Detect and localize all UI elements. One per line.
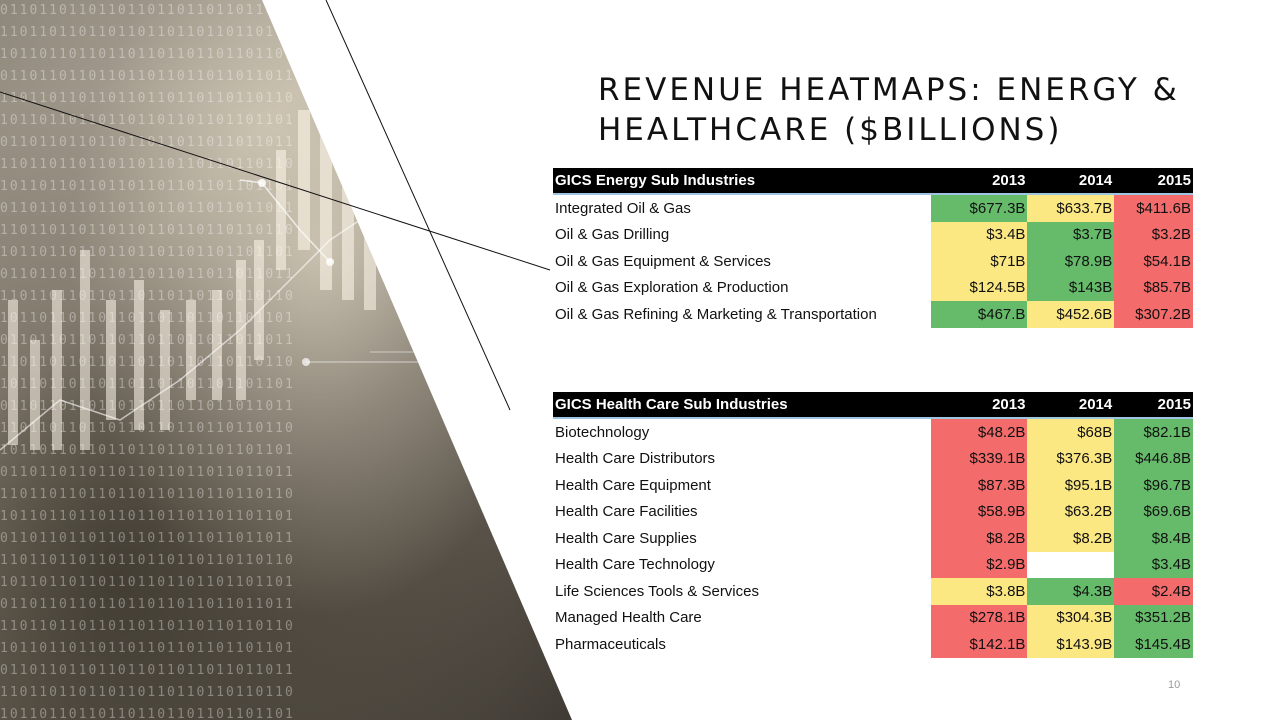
cell-value: $96.7B [1114,472,1193,499]
column-header-name: GICS Energy Sub Industries [553,168,931,195]
cell-value: $467.B [930,301,1028,328]
cell-value: $4.3B [1027,578,1115,605]
energy-heatmap-table: GICS Energy Sub Industries 2013 2014 201… [553,168,1193,328]
cell-value: $2.9B [930,551,1028,578]
cell-value: $48.2B [930,418,1028,446]
table-row: Health Care Equipment $87.3B $95.1B $96.… [553,472,1193,499]
cell-value: $376.3B [1027,445,1115,472]
cell-value: $95.1B [1027,472,1115,499]
table-header-row: GICS Health Care Sub Industries 2013 201… [553,392,1193,419]
table-row: Oil & Gas Equipment & Services $71B $78.… [553,248,1193,275]
table-row: Health Care Facilities $58.9B $63.2B $69… [553,498,1193,525]
healthcare-heatmap-table: GICS Health Care Sub Industries 2013 201… [553,392,1193,658]
cell-value: $8.2B [930,525,1028,552]
table-row: Life Sciences Tools & Services $3.8B $4.… [553,578,1193,605]
cell-value: $3.7B [1027,221,1115,248]
row-label: Health Care Supplies [555,529,697,547]
cell-value: $307.2B [1114,301,1193,328]
row-label: Biotechnology [555,423,650,441]
cell-value: $143.9B [1027,631,1115,658]
cell-value: $71B [930,248,1028,275]
table-row: Pharmaceuticals $142.1B $143.9B $145.4B [553,631,1193,658]
row-label: Health Care Equipment [555,476,711,494]
cell-value: $68B [1027,418,1115,446]
cell-value: $58.9B [930,498,1028,525]
cell-value: $145.4B [1114,631,1193,658]
cell-value: $351.2B [1114,604,1193,631]
slide-title: REVENUE HEATMAPS: ENERGY & HEALTHCARE ($… [598,72,1180,148]
cell-value: $8.2B [1027,525,1115,552]
cell-value: $304.3B [1027,604,1115,631]
table-row: Health Care Supplies $8.2B $8.2B $8.4B [553,525,1193,552]
cell-value: $78.9B [1027,248,1115,275]
column-header-2015: 2015 [1114,168,1193,195]
table-row: Oil & Gas Drilling $3.4B $3.7B $3.2B [553,221,1193,248]
cell-value: $452.6B [1027,301,1115,328]
table-row: Health Care Distributors $339.1B $376.3B… [553,445,1193,472]
table-row: Health Care Technology $2.9B $3.4B [553,551,1193,578]
cell-value: $124.5B [930,274,1028,301]
cell-value: $87.3B [930,472,1028,499]
cell-value: $85.7B [1114,274,1193,301]
table-row: Oil & Gas Exploration & Production $124.… [553,274,1193,301]
cell-value: $3.2B [1114,221,1193,248]
row-label: Managed Health Care [555,609,702,627]
row-label: Integrated Oil & Gas [555,199,691,217]
cell-value: $143B [1027,274,1115,301]
candlestick-decoration [0,110,460,451]
row-label: Health Care Facilities [555,503,698,521]
column-header-2015: 2015 [1114,392,1193,419]
cell-value: $339.1B [930,445,1028,472]
table-row: Managed Health Care $278.1B $304.3B $351… [553,604,1193,631]
cell-value: $142.1B [930,631,1028,658]
cell-value: $3.4B [930,221,1028,248]
table-header-row: GICS Energy Sub Industries 2013 2014 201… [553,168,1193,195]
cell-value: $82.1B [1114,418,1193,446]
cell-value: $446.8B [1114,445,1193,472]
column-header-name: GICS Health Care Sub Industries [553,392,931,419]
column-header-2014: 2014 [1027,392,1115,419]
column-header-2013: 2013 [930,168,1028,195]
page-number: 10 [1168,679,1181,691]
row-label: Oil & Gas Equipment & Services [555,252,771,270]
cell-value: $3.4B [1114,551,1193,578]
cell-value: $2.4B [1114,578,1193,605]
column-header-2014: 2014 [1027,168,1115,195]
row-label: Pharmaceuticals [555,635,666,653]
table-row: Oil & Gas Refining & Marketing & Transpo… [553,301,1193,328]
binary-digits-decoration: 011011011011011011011011011011 110110110… [0,3,295,722]
diagonal-lines-decoration [0,0,551,411]
cell-value: $633.7B [1027,194,1115,222]
table-row: Integrated Oil & Gas $677.3B $633.7B $41… [553,194,1193,222]
cell-value: $677.3B [930,194,1028,222]
cell-value: $63.2B [1027,498,1115,525]
cell-value: $3.8B [930,578,1028,605]
cell-value: $278.1B [930,604,1028,631]
cell-value-empty [1027,551,1115,578]
table-row: Biotechnology $48.2B $68B $82.1B [553,418,1193,446]
row-label: Life Sciences Tools & Services [555,582,759,600]
row-label: Health Care Technology [555,556,715,574]
row-label: Oil & Gas Refining & Marketing & Transpo… [555,305,877,323]
cell-value: $8.4B [1114,525,1193,552]
cell-value: $69.6B [1114,498,1193,525]
cell-value: $411.6B [1114,194,1193,222]
column-header-2013: 2013 [930,392,1028,419]
cell-value: $54.1B [1114,248,1193,275]
row-label: Oil & Gas Exploration & Production [555,279,789,297]
row-label: Oil & Gas Drilling [555,226,670,244]
row-label: Health Care Distributors [555,450,716,468]
